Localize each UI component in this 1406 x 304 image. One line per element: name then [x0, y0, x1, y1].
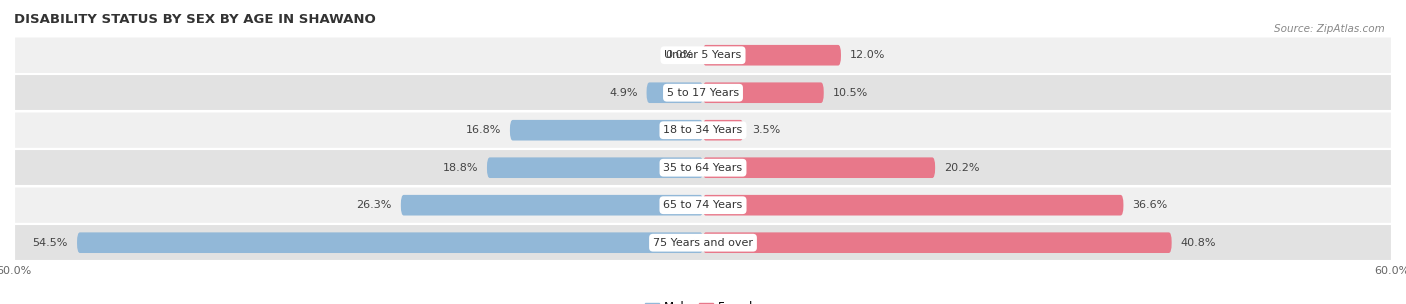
Text: 5 to 17 Years: 5 to 17 Years: [666, 88, 740, 98]
Text: 26.3%: 26.3%: [357, 200, 392, 210]
FancyBboxPatch shape: [647, 82, 703, 103]
FancyBboxPatch shape: [77, 232, 703, 253]
Text: DISABILITY STATUS BY SEX BY AGE IN SHAWANO: DISABILITY STATUS BY SEX BY AGE IN SHAWA…: [14, 12, 375, 26]
FancyBboxPatch shape: [486, 157, 703, 178]
Text: 36.6%: 36.6%: [1132, 200, 1168, 210]
Text: 3.5%: 3.5%: [752, 125, 780, 135]
FancyBboxPatch shape: [703, 45, 841, 66]
Text: 16.8%: 16.8%: [465, 125, 501, 135]
Text: Source: ZipAtlas.com: Source: ZipAtlas.com: [1274, 24, 1385, 34]
FancyBboxPatch shape: [703, 195, 1123, 216]
Text: 20.2%: 20.2%: [945, 163, 980, 173]
FancyBboxPatch shape: [703, 157, 935, 178]
FancyBboxPatch shape: [510, 120, 703, 140]
FancyBboxPatch shape: [401, 195, 703, 216]
FancyBboxPatch shape: [14, 149, 1392, 186]
Text: 35 to 64 Years: 35 to 64 Years: [664, 163, 742, 173]
Text: Under 5 Years: Under 5 Years: [665, 50, 741, 60]
Text: 10.5%: 10.5%: [832, 88, 868, 98]
FancyBboxPatch shape: [14, 36, 1392, 74]
FancyBboxPatch shape: [703, 120, 744, 140]
Text: 18 to 34 Years: 18 to 34 Years: [664, 125, 742, 135]
Text: 12.0%: 12.0%: [851, 50, 886, 60]
FancyBboxPatch shape: [14, 186, 1392, 224]
Text: 18.8%: 18.8%: [443, 163, 478, 173]
Text: 40.8%: 40.8%: [1181, 238, 1216, 248]
FancyBboxPatch shape: [703, 82, 824, 103]
Text: 65 to 74 Years: 65 to 74 Years: [664, 200, 742, 210]
Text: 4.9%: 4.9%: [609, 88, 637, 98]
FancyBboxPatch shape: [703, 232, 1171, 253]
Text: 75 Years and over: 75 Years and over: [652, 238, 754, 248]
Legend: Male, Female: Male, Female: [641, 296, 765, 304]
FancyBboxPatch shape: [14, 74, 1392, 112]
FancyBboxPatch shape: [14, 224, 1392, 261]
Text: 54.5%: 54.5%: [32, 238, 67, 248]
Text: 0.0%: 0.0%: [665, 50, 693, 60]
FancyBboxPatch shape: [14, 112, 1392, 149]
